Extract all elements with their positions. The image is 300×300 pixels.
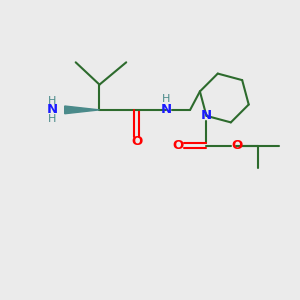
Text: O: O	[231, 139, 242, 152]
Text: H: H	[162, 94, 170, 104]
Text: N: N	[47, 103, 58, 116]
Text: N: N	[201, 110, 212, 122]
Text: O: O	[131, 136, 142, 148]
Text: N: N	[161, 103, 172, 116]
Text: H: H	[48, 96, 57, 106]
Text: O: O	[172, 139, 183, 152]
Text: H: H	[48, 114, 57, 124]
Polygon shape	[65, 106, 100, 114]
